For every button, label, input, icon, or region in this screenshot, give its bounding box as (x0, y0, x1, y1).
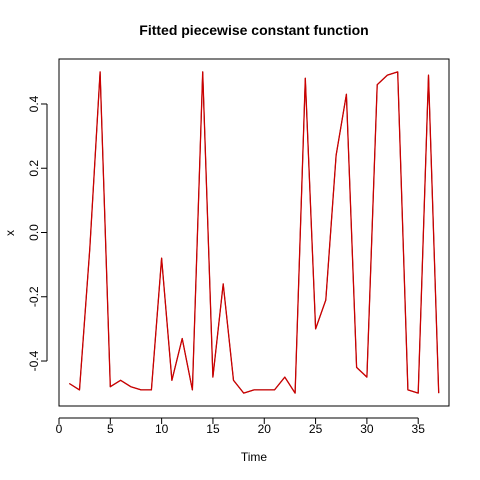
y-axis-label: x (3, 230, 17, 236)
y-tick-label: 0.4 (27, 95, 41, 112)
y-tick-label: 0.2 (27, 160, 41, 177)
x-tick-label: 0 (56, 422, 63, 436)
y-tick-label: -0.2 (27, 286, 41, 307)
series-layer (68, 71, 440, 394)
x-tick-label: 5 (107, 422, 114, 436)
x-tick-label: 20 (258, 422, 272, 436)
x-tick-label: 30 (360, 422, 374, 436)
y-axis: -0.4 -0.2 0.0 0.2 0.4 (27, 95, 48, 371)
series-line-observed (69, 71, 440, 394)
x-axis: 0 5 10 15 20 25 30 35 (56, 417, 426, 436)
chart-title: Fitted piecewise constant function (139, 22, 368, 38)
x-tick-label: 25 (309, 422, 323, 436)
y-tick-label: -0.4 (27, 350, 41, 371)
x-tick-label: 35 (412, 422, 426, 436)
plot-frame (58, 58, 450, 407)
series-line-fitted (68, 71, 440, 394)
x-tick-label: 15 (206, 422, 220, 436)
y-tick-label: 0.0 (27, 224, 41, 241)
x-tick-label: 10 (155, 422, 169, 436)
x-axis-label: Time (241, 450, 268, 464)
